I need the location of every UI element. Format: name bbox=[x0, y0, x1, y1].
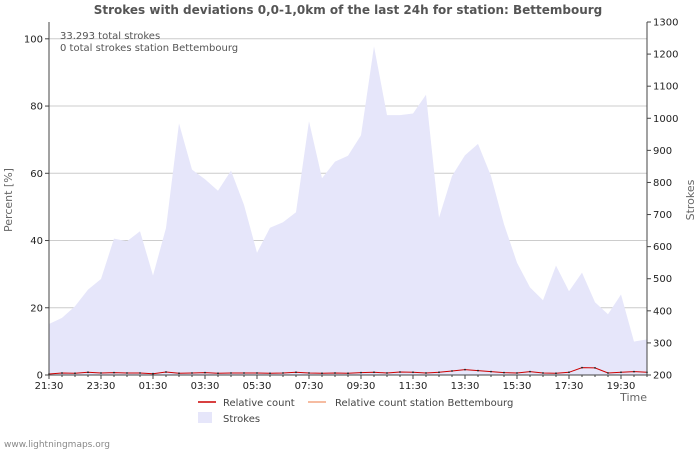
relative-count-point bbox=[438, 371, 440, 374]
x-tick-label: 13:30 bbox=[451, 381, 480, 392]
x-tick-label: 09:30 bbox=[347, 381, 376, 392]
left-axis-label: Percent [%] bbox=[2, 168, 15, 232]
relative-count-point bbox=[425, 372, 427, 374]
right-y-tick-label: 400 bbox=[653, 306, 672, 317]
legend-strokes-label: Strokes bbox=[223, 414, 260, 425]
relative-count-point bbox=[204, 371, 206, 374]
relative-count-point bbox=[152, 372, 154, 375]
relative-count-point bbox=[243, 372, 245, 374]
legend: Relative count Relative count station Be… bbox=[198, 398, 513, 425]
relative-count-point bbox=[139, 372, 141, 374]
relative-count-point bbox=[282, 372, 284, 374]
x-axis-label: Time bbox=[619, 391, 647, 404]
relative-count-point bbox=[126, 372, 128, 374]
relative-count-point bbox=[386, 372, 388, 374]
relative-count-point bbox=[529, 370, 531, 373]
relative-count-point bbox=[451, 370, 453, 372]
relative-count-point bbox=[594, 367, 596, 369]
relative-count-point bbox=[321, 372, 323, 375]
x-tick-label: 01:30 bbox=[139, 381, 168, 392]
relative-count-point bbox=[178, 372, 180, 375]
right-y-tick-label: 300 bbox=[653, 338, 672, 349]
right-y-tick-label: 900 bbox=[653, 146, 672, 157]
x-tick-label: 03:30 bbox=[191, 381, 220, 392]
relative-count-point bbox=[360, 371, 362, 374]
left-y-tick-label: 0 bbox=[37, 371, 43, 382]
x-tick-label: 19:30 bbox=[607, 381, 636, 392]
right-y-tick-label: 1100 bbox=[653, 82, 678, 93]
left-y-axis-ticks: 0 20 40 60 80 100 bbox=[24, 34, 49, 382]
relative-count-point bbox=[542, 372, 544, 374]
relative-count-point bbox=[191, 372, 193, 374]
relative-count-point bbox=[490, 370, 492, 373]
station-strokes-text: 0 total strokes station Bettembourg bbox=[60, 43, 238, 54]
relative-count-point bbox=[633, 370, 635, 373]
relative-count-point bbox=[230, 372, 232, 374]
right-y-tick-label: 200 bbox=[653, 371, 672, 382]
legend-strokes-swatch bbox=[198, 412, 212, 423]
relative-count-point bbox=[555, 372, 557, 375]
x-tick-label: 15:30 bbox=[503, 381, 532, 392]
x-tick-label: 11:30 bbox=[399, 381, 428, 392]
left-y-tick-label: 60 bbox=[30, 169, 43, 180]
relative-count-point bbox=[334, 372, 336, 374]
right-y-tick-label: 800 bbox=[653, 178, 672, 189]
left-y-tick-label: 40 bbox=[30, 236, 43, 247]
right-y-tick-label: 1300 bbox=[653, 18, 678, 29]
left-y-tick-label: 20 bbox=[30, 303, 43, 314]
relative-count-point bbox=[74, 372, 76, 375]
relative-count-point bbox=[399, 371, 401, 373]
right-y-tick-label: 1000 bbox=[653, 114, 678, 125]
left-y-tick-label: 80 bbox=[30, 102, 43, 113]
right-y-tick-label: 700 bbox=[653, 210, 672, 221]
x-axis-ticks: 21:30 23:30 01:30 03:30 05:30 07:30 09:30 11:30… bbox=[35, 375, 648, 392]
chart-title: Strokes with deviations 0,0-1,0km of the… bbox=[94, 3, 603, 17]
relative-count-point bbox=[295, 371, 297, 374]
footer-credit: www.lightningmaps.org bbox=[4, 440, 110, 450]
relative-count-point bbox=[477, 369, 479, 372]
relative-count-point bbox=[269, 372, 271, 375]
x-tick-label: 17:30 bbox=[555, 381, 584, 392]
x-tick-label: 23:30 bbox=[87, 381, 116, 392]
relative-count-point bbox=[373, 371, 375, 374]
relative-count-point bbox=[503, 371, 505, 374]
relative-count-point bbox=[412, 371, 414, 374]
relative-count-point bbox=[165, 371, 167, 373]
relative-count-point bbox=[347, 372, 349, 375]
right-axis-label: Strokes bbox=[684, 179, 697, 220]
right-y-axis-ticks: 200 300 400 500 600 700 800 900 1000 1100 1200 1300 bbox=[647, 18, 678, 382]
strokes-area-layer bbox=[49, 46, 647, 376]
relative-count-point bbox=[620, 371, 622, 374]
right-y-tick-label: 1200 bbox=[653, 50, 678, 61]
x-tick-label: 05:30 bbox=[243, 381, 272, 392]
total-strokes-text: 33.293 total strokes bbox=[60, 31, 160, 42]
relative-count-point bbox=[308, 372, 310, 374]
relative-count-point bbox=[100, 372, 102, 374]
x-tick-label: 21:30 bbox=[35, 381, 64, 392]
legend-station-count-label: Relative count station Bettembourg bbox=[335, 398, 513, 409]
right-y-tick-label: 500 bbox=[653, 274, 672, 285]
relative-count-point bbox=[464, 368, 466, 371]
strokes-area bbox=[49, 46, 647, 376]
relative-count-point bbox=[61, 372, 63, 374]
left-y-tick-label: 100 bbox=[24, 34, 43, 45]
relative-count-point bbox=[87, 371, 89, 374]
relative-count-point bbox=[113, 371, 115, 374]
x-tick-label: 07:30 bbox=[295, 381, 324, 392]
relative-count-point bbox=[581, 366, 583, 369]
relative-count-point bbox=[256, 372, 258, 374]
relative-count-point bbox=[217, 372, 219, 375]
relative-count-point bbox=[568, 371, 570, 374]
relative-count-point bbox=[516, 372, 518, 374]
right-y-tick-label: 600 bbox=[653, 242, 672, 253]
relative-count-point bbox=[607, 372, 609, 374]
legend-relative-count-label: Relative count bbox=[223, 398, 295, 409]
